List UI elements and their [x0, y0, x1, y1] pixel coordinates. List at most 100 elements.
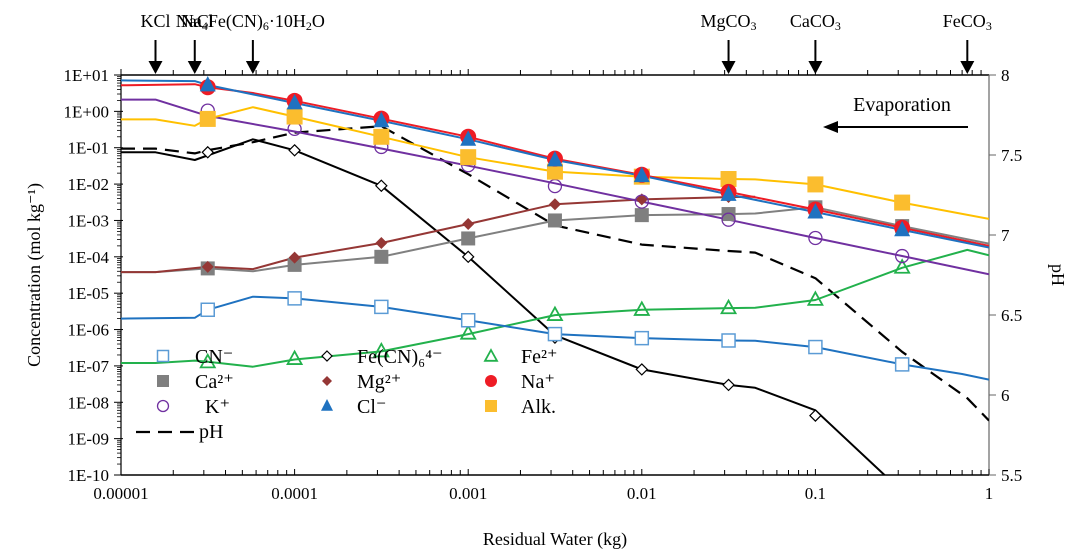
legend-marker-fe [483, 348, 499, 362]
data-point-alk [720, 171, 737, 188]
y2-tick-label: 6 [1001, 386, 1010, 405]
data-point-ca [547, 213, 562, 228]
data-point-cn [721, 333, 736, 348]
data-point-mg [201, 260, 214, 273]
data-point-alk [286, 108, 303, 125]
data-point-alk [894, 194, 911, 211]
data-point-fe [633, 300, 651, 316]
data-point-ca [374, 249, 389, 264]
data-point-cn [808, 339, 823, 355]
x-tick-label: 0.1 [805, 484, 826, 503]
mineral-label: NaCl [176, 11, 214, 31]
data-point-mg [288, 251, 301, 264]
y-tick-label: 1E-03 [67, 211, 109, 230]
data-point-alk [460, 149, 477, 166]
y2-tick-label: 5.5 [1001, 466, 1022, 485]
data-point-cl [286, 93, 303, 110]
data-point-fe [286, 349, 304, 365]
y-tick-label: 1E-01 [67, 139, 109, 158]
data-point-alk [546, 163, 563, 180]
data-point-cn [547, 326, 563, 342]
data-point-fe [372, 341, 390, 358]
y2-axis-title: pH [1048, 264, 1068, 286]
x-tick-label: 0.00001 [93, 484, 148, 503]
legend-marker-na [485, 375, 497, 387]
data-point-fecn [461, 250, 475, 264]
data-point-ca [287, 257, 302, 272]
y2-tick-label: 8 [1001, 66, 1010, 85]
data-point-alk [373, 128, 390, 145]
data-point-cn [634, 330, 650, 346]
y-tick-label: 1E-10 [67, 466, 109, 485]
data-point-fecn [809, 409, 822, 422]
data-point-fecn [374, 179, 388, 193]
data-point-ca [634, 208, 649, 223]
legend-label-cl: Cl⁻ [357, 396, 386, 418]
y-tick-label: 1E-05 [67, 284, 109, 303]
y2-tick-label: 7.5 [1001, 146, 1022, 165]
x-axis-title: Residual Water (kg) [483, 529, 627, 550]
data-point-cn [287, 291, 302, 306]
legend-label-mg: Mg²⁺ [357, 371, 401, 393]
series-markers [199, 76, 911, 422]
data-point-cl [546, 150, 563, 167]
x-tick-label: 1 [985, 484, 994, 503]
mineral-arrow-head [808, 61, 823, 74]
data-point-k [634, 194, 649, 209]
legend-label-ph: pH [199, 421, 223, 443]
data-point-cl [460, 130, 477, 146]
y-tick-label: 1E-08 [67, 393, 109, 412]
data-point-fe [546, 305, 564, 321]
evaporation-label: Evaporation [853, 94, 951, 116]
series-line-k [121, 98, 989, 276]
legend-label-na: Na⁺ [521, 371, 555, 393]
data-point-fe [459, 324, 477, 340]
series-lines [121, 79, 989, 475]
evaporation-arrow-head [823, 121, 838, 133]
mineral-arrow-head [721, 61, 736, 74]
legend-marker-fecn [321, 350, 333, 362]
legend-marker-ca [157, 375, 169, 387]
data-point-cl [807, 203, 824, 219]
y-tick-label: 1E-04 [67, 248, 109, 267]
mineral-label: FeCO3 [943, 11, 992, 33]
data-point-fecn [722, 378, 735, 392]
data-point-k [547, 178, 563, 194]
data-point-ca [461, 231, 476, 246]
mineral-label: CaCO3 [790, 11, 841, 33]
y2-tick-label: 6.5 [1001, 306, 1022, 325]
data-point-k [721, 212, 736, 227]
legend-marker-cl [321, 399, 333, 411]
y-tick-label: 1E+00 [64, 102, 109, 121]
legend-marker-alk [485, 400, 497, 412]
y-tick-label: 1E-07 [67, 357, 109, 376]
data-point-fecn [201, 145, 215, 159]
mineral-label: KCl [140, 11, 170, 31]
data-point-cn [374, 299, 389, 315]
y-axis-title: Concentration (mol kg⁻¹) [24, 183, 45, 367]
series-line-fe [121, 248, 989, 368]
legend-marker-cn [156, 349, 170, 363]
mineral-arrow-head [148, 61, 163, 74]
data-point-mg [462, 217, 475, 230]
x-tick-label: 0.01 [627, 484, 657, 503]
series-line-fecn [121, 138, 887, 475]
data-point-k [808, 230, 823, 246]
data-point-cn [894, 357, 910, 372]
y-tick-label: 1E-09 [67, 430, 109, 449]
y-tick-label: 1E+01 [64, 66, 109, 85]
legend-marker-mg [322, 376, 332, 386]
data-point-fe [199, 352, 217, 369]
data-point-ca [721, 207, 736, 222]
data-point-cn [460, 313, 476, 328]
data-point-fecn [288, 143, 301, 157]
data-point-fecn [635, 363, 649, 376]
series-line-mg [121, 195, 756, 274]
legend-label-ca: Ca²⁺ [195, 371, 234, 393]
data-point-mg [548, 198, 561, 211]
mineral-label: MgCO3 [701, 11, 757, 33]
data-point-alk [807, 176, 824, 193]
mineral-arrow-head [245, 61, 260, 74]
